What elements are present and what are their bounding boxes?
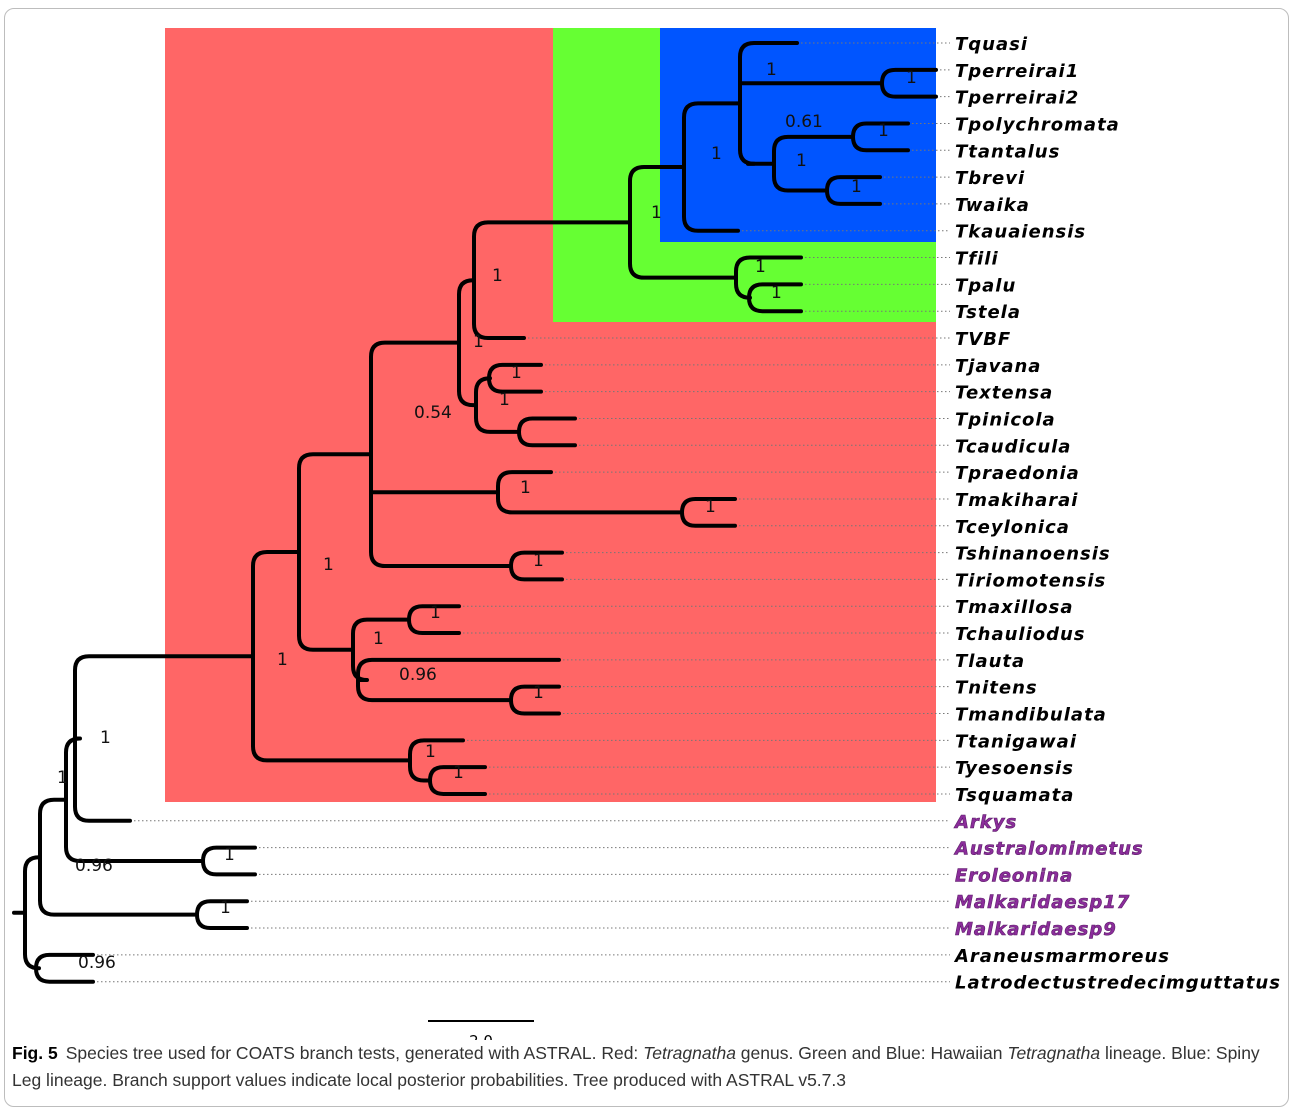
support-value-poly_brevi: 0.61 xyxy=(785,112,823,132)
support-value-pinicola_caudicula: 1 xyxy=(499,390,510,410)
taxon-label: Tperreirai1 xyxy=(955,61,1079,82)
taxon-label: Tmaxillosa xyxy=(955,597,1074,618)
caption-genus-1: Tetragnatha xyxy=(643,1043,736,1063)
support-value-malkaridae_clade: 0.96 xyxy=(75,856,113,876)
taxon-label: Araneusmarmoreus xyxy=(953,946,1170,967)
caption-genus-2: Tetragnatha xyxy=(1007,1043,1101,1063)
figure-caption: Fig. 5 Species tree used for COATS branch… xyxy=(12,1040,1282,1094)
support-value-palu_stela: 1 xyxy=(771,283,782,303)
taxon-label: Tsquamata xyxy=(955,785,1074,806)
taxon-label: Tcaudicula xyxy=(955,436,1071,457)
taxon-label: Eroleonina xyxy=(955,865,1073,886)
taxon-label: Twaika xyxy=(955,195,1030,216)
support-values: 1 10.61 111111111110.541111110.9611111110.… xyxy=(57,60,917,973)
taxon-label: Australomimetus xyxy=(953,839,1144,860)
taxon-label: Arkys xyxy=(953,812,1017,833)
support-value-lauta_clade: 0.96 xyxy=(399,665,437,685)
taxon-label: Tfili xyxy=(955,249,999,270)
caption-text-1: Species tree used for COATS branch tests… xyxy=(65,1043,644,1063)
taxon-label: Malkaridaesp9 xyxy=(955,919,1117,940)
support-value-spiny_leg: 1 xyxy=(711,144,722,164)
support-value-maxillosa_chauliodus: 1 xyxy=(373,629,384,649)
taxon-label: Ttantalus xyxy=(955,141,1060,162)
branch-big xyxy=(369,340,513,568)
clade-highlights xyxy=(165,28,936,802)
support-value-shinanoensis_iriomotensis: 1 xyxy=(533,551,544,571)
taxon-label: Tyesoensis xyxy=(955,758,1074,779)
taxon-label: Tpalu xyxy=(955,275,1016,296)
taxon-label: Tnitens xyxy=(955,678,1038,699)
taxon-label: Tmakiharai xyxy=(955,490,1078,511)
caption-text-3: lineage. Blue: Spiny Leg lineage. Branch… xyxy=(12,1043,1260,1090)
label-guide-lines xyxy=(93,42,950,983)
taxon-label: Tchauliodus xyxy=(955,624,1086,645)
support-value-yesoensis_squamata: 1 xyxy=(453,763,464,783)
taxon-label: Tmandibulata xyxy=(955,705,1107,726)
taxon-label: TVBF xyxy=(955,329,1011,350)
taxon-label: Ttanigawai xyxy=(955,731,1077,752)
caption-text-2: genus. Green and Blue: Hawaiian xyxy=(735,1043,1008,1063)
branch-root xyxy=(23,855,42,971)
taxon-label: Tkauaiensis xyxy=(955,222,1086,243)
support-value-maxillosa_clade: 1 xyxy=(430,603,441,623)
scale-bar-label: 2.0 xyxy=(469,1032,493,1040)
support-value-arkys_tetragnatha: 1 xyxy=(100,728,111,748)
support-value-praedonia_clade: 1 xyxy=(520,478,531,498)
branch-spl_a xyxy=(738,41,884,166)
support-value-javana_extensa: 1 xyxy=(511,363,522,383)
support-value-main_clade: 1 xyxy=(323,555,334,575)
support-value-brevi_waika: 1 xyxy=(851,177,862,197)
taxon-label: Tquasi xyxy=(955,34,1028,55)
support-value-perreirai: 1 xyxy=(906,68,917,88)
taxon-label: Tstela xyxy=(955,302,1021,323)
taxon-label: Malkaridaesp17 xyxy=(955,892,1130,913)
support-value-hawaiian_tvbf: 1 xyxy=(492,266,503,286)
support-value-polychromata_tantalus: 1 xyxy=(878,121,889,141)
support-value-ingroup_australo: 1 xyxy=(57,768,68,788)
taxon-label: Tperreirai2 xyxy=(955,88,1079,109)
support-value-fili_clade: 1 xyxy=(755,257,766,277)
taxon-label: Tpolychromata xyxy=(955,114,1120,135)
taxon-label: Latrodectustredecimguttatus xyxy=(955,973,1281,994)
support-value-nitens_mandibulata: 1 xyxy=(533,683,544,703)
support-value-tantalus_brevi: 1 xyxy=(796,151,807,171)
taxon-label: Tpinicola xyxy=(955,409,1056,430)
taxon-label: Textensa xyxy=(955,383,1053,404)
scale-bar: 2.0 xyxy=(428,1020,534,1040)
support-value-tetragnatha: 1 xyxy=(277,650,288,670)
phylogenetic-tree: 1 10.61 111111111110.541111110.9611111110.… xyxy=(12,28,1281,1040)
taxon-label: Tjavana xyxy=(955,356,1041,377)
taxon-label: Tbrevi xyxy=(955,168,1025,189)
caption-figure-label: Fig. 5 xyxy=(12,1043,58,1063)
branch-mal_clade xyxy=(38,797,199,917)
support-value-makiharai_ceylonica: 1 xyxy=(705,497,716,517)
support-value-hawaiian: 1 xyxy=(651,203,662,223)
tree-branches xyxy=(12,41,938,984)
support-value-tanigawai_clade: 1 xyxy=(425,742,436,762)
support-value-javana_caudicula: 1 xyxy=(473,332,484,352)
taxon-labels: Tquasi Tperreirai1 Tperreirai2 Tpolychromat… xyxy=(953,34,1281,994)
support-value-big_clade: 0.54 xyxy=(414,403,452,423)
taxon-label: Tceylonica xyxy=(955,517,1070,538)
support-value-tquasi_clade: 1 xyxy=(766,60,777,80)
support-value-araneus_latrodectus: 0.96 xyxy=(78,953,116,973)
support-value-malkaridae: 1 xyxy=(220,898,231,918)
figure-frame xyxy=(4,8,1289,1107)
taxon-label: Tshinanoensis xyxy=(955,544,1111,565)
support-value-australo_eroleonina: 1 xyxy=(224,845,235,865)
taxon-label: Tlauta xyxy=(955,651,1025,672)
taxon-label: Tpraedonia xyxy=(955,463,1080,484)
taxon-label: Tiriomotensis xyxy=(955,570,1106,591)
